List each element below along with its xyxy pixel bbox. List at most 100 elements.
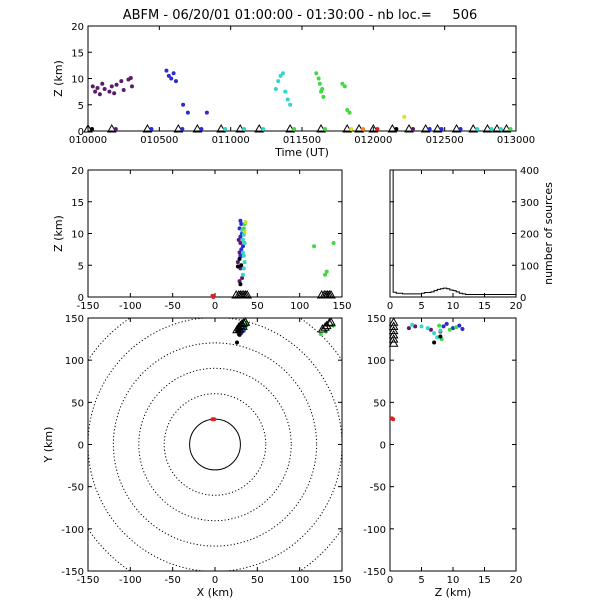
time-axis-tick-label: 011000	[212, 135, 250, 146]
x-height-point	[237, 250, 242, 255]
time-height-point	[93, 89, 98, 94]
time-height-point	[317, 81, 322, 86]
time-height-point	[128, 75, 133, 80]
ground-point	[375, 127, 380, 131]
plan-view-y-axis-tick-label: 50	[71, 398, 84, 409]
x-height-point	[239, 221, 244, 226]
z-y-view-station-marker	[388, 329, 399, 339]
time-height-point	[173, 79, 178, 84]
ground-station-marker	[142, 123, 153, 133]
time-axis-tick-label: 012000	[354, 135, 392, 146]
z-y-view-point	[432, 340, 437, 345]
x-height-point	[235, 264, 240, 269]
x-height-frame	[87, 169, 343, 298]
time-height-point	[283, 89, 288, 94]
x-height-point	[238, 241, 243, 246]
ground-point	[489, 127, 494, 131]
histogram-z-axis-tick-label: 20	[510, 301, 523, 312]
z-y-view-point	[457, 323, 462, 328]
x-height-point	[240, 237, 245, 242]
x-height-point	[241, 226, 246, 231]
histogram-z-axis-tick-label: 10	[447, 301, 460, 312]
plan-view-point	[235, 340, 240, 345]
x-height-point	[211, 295, 216, 299]
time-height-point	[129, 84, 134, 89]
z-y-view-station-marker	[388, 321, 399, 330]
x-height-x-axis-tick-label: 150	[332, 301, 351, 312]
x-height-z-axis-tick-label: 5	[78, 261, 84, 272]
x-height-point	[323, 272, 328, 277]
histogram-bar	[396, 293, 399, 297]
time-height-point	[276, 79, 281, 84]
plan-view-point	[237, 332, 242, 337]
ground-station-marker	[235, 123, 246, 133]
z-y-view-point	[391, 417, 396, 422]
z-y-view-y-axis-tick-label: -100	[363, 525, 386, 536]
z-y-view-point	[410, 322, 415, 327]
plan-view-station-marker	[238, 318, 249, 327]
plan-view-x-axis-tick-label: -150	[77, 575, 100, 586]
time-height-point	[402, 114, 407, 119]
z-y-view-point	[432, 331, 437, 336]
chart-panels: 010000 010500 011000 011500 012000 012500 0130…	[42, 22, 555, 599]
histogram-z-axis-tick-label: 15	[478, 301, 491, 312]
z-y-view-point	[447, 327, 452, 332]
histogram-count-axis-tick-label: 0	[520, 293, 526, 304]
plan-view-point	[318, 332, 323, 337]
range-ring	[88, 318, 342, 571]
z-y-view-point	[438, 334, 443, 339]
x-height-x-axis-tick-label: 100	[290, 301, 309, 312]
ground-station-marker	[316, 123, 326, 133]
ground-station-marker	[492, 123, 502, 133]
time-axis-tick-label: 011500	[283, 135, 321, 146]
z-y-view-point	[428, 327, 433, 332]
ground-point	[349, 127, 354, 131]
plan-view-point	[212, 417, 217, 422]
x-height-x-axis-tick-label: -100	[119, 301, 142, 312]
plan-view-x-axis-tick-label: 0	[212, 575, 218, 586]
time-height-point	[107, 89, 112, 94]
time-height-z-axis-tick-label: 0	[78, 127, 84, 138]
x-height-point	[242, 229, 247, 234]
ground-point	[394, 127, 399, 131]
ground-station-marker	[285, 123, 295, 133]
plan-view-x-axis-label: X (km)	[197, 586, 234, 599]
time-height-point	[181, 102, 186, 107]
histogram-outline	[389, 169, 516, 297]
plan-view-x-axis-tick-label: 150	[332, 575, 351, 586]
z-y-view-y-axis-tick-label: 100	[367, 356, 386, 367]
x-height-point	[237, 279, 242, 284]
ground-station-marker	[342, 123, 353, 133]
z-y-view-point	[451, 326, 455, 331]
range-rings	[88, 318, 342, 571]
time-height-z-axis-tick-label: 10	[71, 75, 84, 86]
x-height-point	[241, 232, 246, 237]
x-height-z-axis-tick-label: 20	[71, 166, 84, 177]
time-height-point	[185, 110, 190, 115]
chart-title: ABFM - 06/20/01 01:00:00 - 01:30:00 - nb…	[123, 8, 478, 23]
time-axis-tick-label: 010500	[140, 135, 178, 146]
time-height-point	[112, 91, 117, 96]
x-height-point	[238, 234, 243, 239]
plan-view-station-marker	[324, 318, 335, 327]
time-height-point	[90, 84, 95, 89]
x-height-point	[242, 241, 247, 246]
ground-point	[180, 127, 185, 131]
ground-point	[458, 127, 463, 131]
x-height-point	[241, 266, 246, 271]
z-y-view-y-axis-tick-label: 50	[373, 398, 386, 409]
ground-point	[261, 127, 266, 131]
ground-point	[90, 127, 94, 131]
x-height-point	[239, 247, 244, 252]
time-height-point	[314, 71, 319, 76]
time-height-point	[114, 82, 119, 87]
x-height-point	[240, 244, 245, 249]
ground-station-marker	[326, 289, 336, 299]
histogram-count-axis-label: number of sources	[542, 182, 555, 285]
z-y-view-z-axis-label: Z (km)	[435, 586, 472, 599]
x-height-x-axis-tick-label: 0	[212, 301, 218, 312]
time-height-point	[119, 79, 124, 84]
ground-point	[508, 127, 513, 131]
z-y-view-point	[425, 326, 430, 331]
x-height-z-axis-tick-label: 0	[78, 293, 84, 304]
